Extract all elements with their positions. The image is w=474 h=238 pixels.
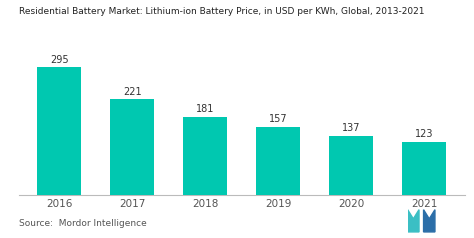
Text: Residential Battery Market: Lithium-ion Battery Price, in USD per KWh, Global, 2: Residential Battery Market: Lithium-ion … (19, 7, 424, 16)
Bar (329, 136, 373, 195)
Text: 137: 137 (342, 123, 361, 133)
Bar (402, 142, 446, 195)
Text: 181: 181 (196, 104, 214, 114)
Bar (256, 127, 300, 195)
Text: 123: 123 (415, 129, 434, 139)
Bar (37, 67, 81, 195)
Text: 221: 221 (123, 87, 141, 97)
Text: 157: 157 (269, 114, 288, 124)
Text: 295: 295 (50, 55, 68, 64)
Polygon shape (408, 210, 419, 232)
Text: Source:  Mordor Intelligence: Source: Mordor Intelligence (19, 219, 147, 228)
Bar (183, 117, 227, 195)
Bar (110, 99, 154, 195)
Polygon shape (424, 210, 435, 232)
